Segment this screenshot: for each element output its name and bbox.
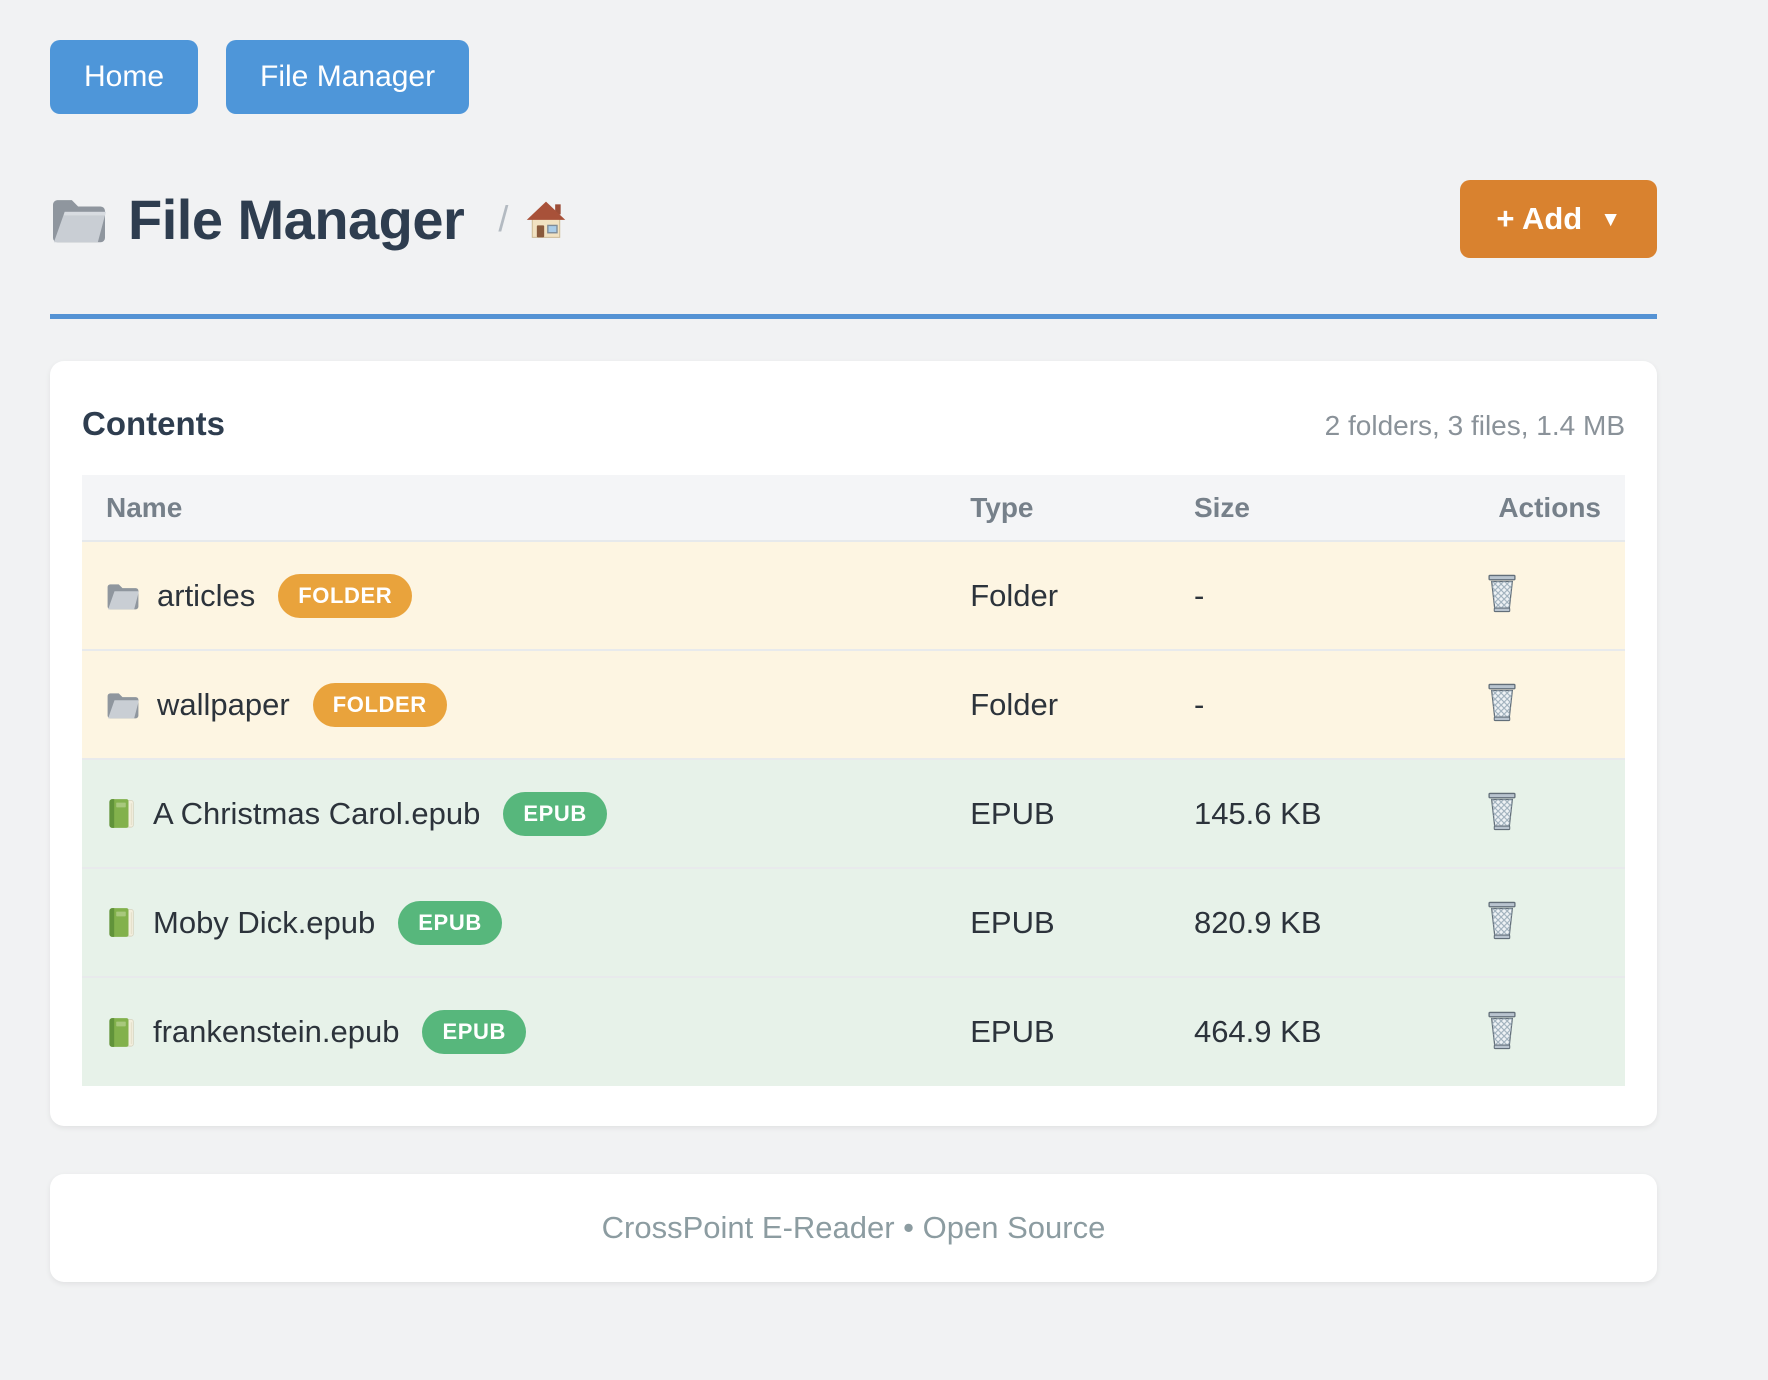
- file-type-cell: Folder: [969, 541, 1193, 650]
- footer-card: CrossPoint E-Reader • Open Source: [50, 1174, 1657, 1282]
- footer-text: CrossPoint E-Reader • Open Source: [601, 1210, 1106, 1245]
- table-row: A Christmas Carol.epub EPUB EPUB 145.6 K…: [82, 759, 1625, 868]
- file-name[interactable]: frankenstein.epub: [153, 1014, 400, 1049]
- file-name[interactable]: A Christmas Carol.epub: [153, 795, 481, 831]
- folder-icon: [50, 193, 108, 245]
- file-type-badge: FOLDER: [312, 682, 447, 727]
- title-group: File Manager /: [50, 187, 568, 252]
- breadcrumb-separator: /: [498, 198, 509, 239]
- folder-icon: [106, 689, 140, 720]
- table-row: Moby Dick.epub EPUB EPUB 820.9 KB: [82, 868, 1625, 977]
- table-header-row: Name Type Size Actions: [82, 475, 1625, 541]
- nav-file-manager-button[interactable]: File Manager: [226, 40, 470, 114]
- title-divider: [50, 314, 1657, 319]
- file-size-cell: 464.9 KB: [1192, 977, 1379, 1086]
- contents-card-header: Contents 2 folders, 3 files, 1.4 MB: [82, 405, 1625, 443]
- file-actions-cell: [1378, 977, 1625, 1086]
- file-name-cell: frankenstein.epub EPUB: [82, 977, 970, 1086]
- breadcrumb-home-link[interactable]: [524, 197, 568, 241]
- table-row: wallpaper FOLDER Folder -: [82, 650, 1625, 759]
- trash-icon: [1483, 899, 1521, 942]
- contents-card: Contents 2 folders, 3 files, 1.4 MB Name…: [50, 361, 1657, 1126]
- file-table: Name Type Size Actions: [82, 475, 1625, 1086]
- add-button[interactable]: + Add ▼: [1460, 180, 1657, 258]
- green-book-icon: [106, 1016, 136, 1049]
- file-type-cell: EPUB: [969, 868, 1193, 977]
- breadcrumb: /: [498, 197, 568, 241]
- column-header-size: Size: [1192, 475, 1379, 541]
- file-type-badge: EPUB: [503, 791, 607, 836]
- file-size-cell: -: [1192, 541, 1379, 650]
- contents-title: Contents: [82, 405, 225, 442]
- trash-icon: [1483, 1009, 1521, 1052]
- trash-icon: [1483, 790, 1521, 833]
- file-type-cell: Folder: [969, 650, 1193, 759]
- trash-icon: [1483, 572, 1521, 615]
- file-actions-cell: [1378, 759, 1625, 868]
- file-size-cell: -: [1192, 650, 1379, 759]
- file-name-cell: Moby Dick.epub EPUB: [82, 868, 970, 977]
- file-name-cell: A Christmas Carol.epub EPUB: [82, 759, 970, 868]
- file-name-cell: articles FOLDER: [82, 541, 970, 650]
- file-type-badge: EPUB: [398, 900, 502, 945]
- house-icon: [524, 197, 568, 241]
- folder-icon: [106, 580, 140, 611]
- file-actions-cell: [1378, 650, 1625, 759]
- file-type-badge: EPUB: [422, 1010, 526, 1054]
- caret-down-icon: ▼: [1600, 207, 1621, 231]
- delete-button[interactable]: [1479, 895, 1525, 946]
- file-name[interactable]: articles: [157, 577, 256, 613]
- contents-summary: 2 folders, 3 files, 1.4 MB: [1324, 410, 1625, 441]
- page-container: Home File Manager File Manager /: [50, 0, 1657, 1282]
- file-actions-cell: [1378, 541, 1625, 650]
- delete-button[interactable]: [1479, 1005, 1525, 1056]
- top-nav: Home File Manager: [50, 40, 1657, 114]
- nav-home-button[interactable]: Home: [50, 40, 199, 114]
- add-button-label: + Add: [1496, 201, 1583, 236]
- page-header: File Manager / + Add: [50, 180, 1657, 258]
- delete-button[interactable]: [1479, 568, 1525, 619]
- page-title: File Manager: [128, 187, 465, 251]
- file-name[interactable]: wallpaper: [157, 686, 290, 722]
- column-header-type: Type: [969, 475, 1193, 541]
- file-type-cell: EPUB: [969, 759, 1193, 868]
- table-row: frankenstein.epub EPUB EPUB 464.9 KB: [82, 977, 1625, 1086]
- file-actions-cell: [1378, 868, 1625, 977]
- green-book-icon: [106, 906, 136, 939]
- file-name-cell: wallpaper FOLDER: [82, 650, 970, 759]
- table-row: articles FOLDER Folder -: [82, 541, 1625, 650]
- column-header-actions: Actions: [1378, 475, 1625, 541]
- file-size-cell: 820.9 KB: [1192, 868, 1379, 977]
- column-header-name: Name: [82, 475, 970, 541]
- file-type-cell: EPUB: [969, 977, 1193, 1086]
- table-body: articles FOLDER Folder -: [82, 541, 1625, 1086]
- delete-button[interactable]: [1479, 677, 1525, 728]
- trash-icon: [1483, 681, 1521, 724]
- delete-button[interactable]: [1479, 786, 1525, 837]
- file-type-badge: FOLDER: [278, 573, 413, 618]
- file-name[interactable]: Moby Dick.epub: [153, 904, 376, 940]
- green-book-icon: [106, 797, 136, 830]
- file-size-cell: 145.6 KB: [1192, 759, 1379, 868]
